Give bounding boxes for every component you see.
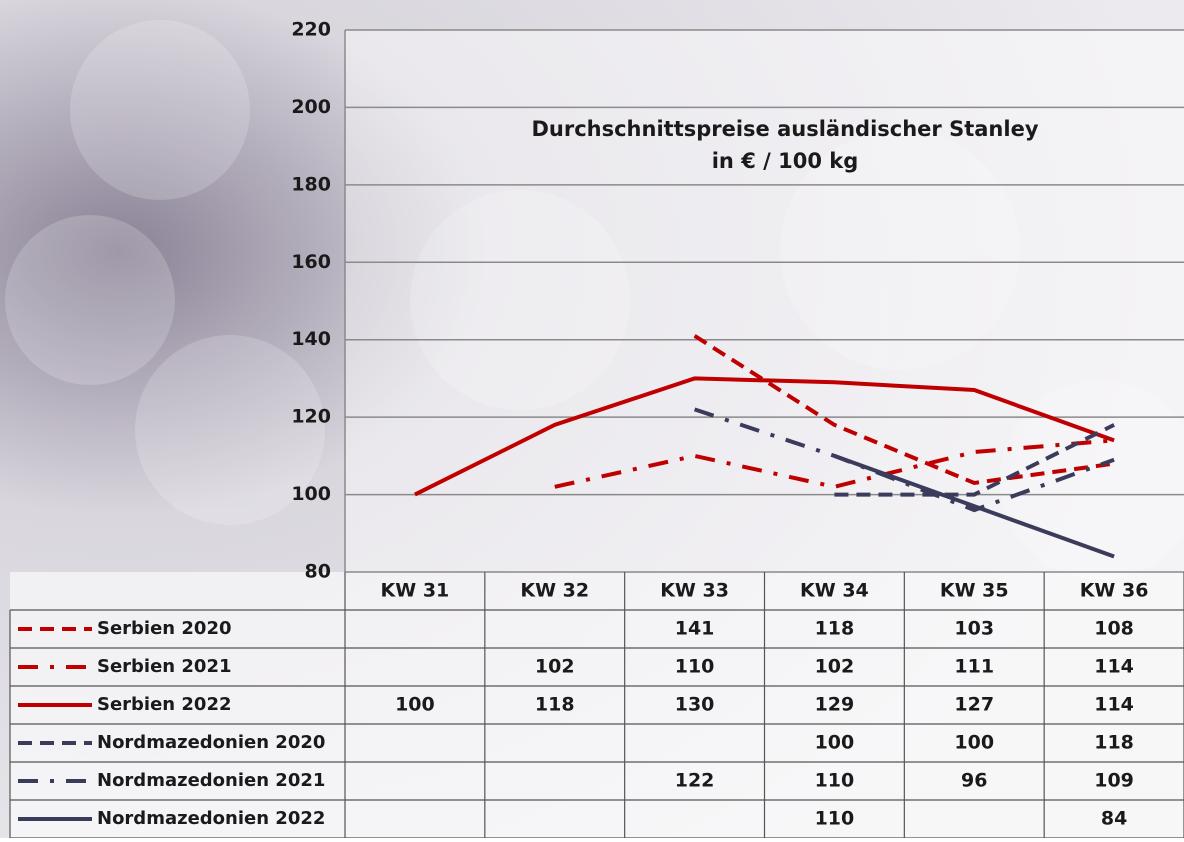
legend-label: Serbien 2020 [97,618,232,639]
y-tick-label: 160 [291,251,331,273]
table-value: 109 [1094,770,1134,792]
table-value: 103 [954,618,994,640]
series-line [414,376,1115,497]
table-value: 102 [535,656,575,678]
y-tick-label: 100 [291,483,331,505]
x-tick-label: KW 32 [520,580,589,602]
table-value: 84 [1101,808,1127,830]
table-value: 100 [954,732,994,754]
legend-label: Nordmazedonien 2022 [97,808,325,829]
table-value: 110 [815,770,855,792]
table-value: 111 [954,656,994,678]
x-tick-label: KW 35 [940,580,1009,602]
x-tick-label: KW 31 [381,580,450,602]
legend-label: Serbien 2021 [97,656,232,677]
series-line [834,423,1115,497]
x-tick-label: KW 34 [800,580,869,602]
x-tick-label: KW 36 [1080,580,1149,602]
series-line [693,334,1115,486]
table-value: 129 [815,694,855,716]
legend-label: Nordmazedonien 2020 [97,732,325,753]
y-tick-label: 180 [291,173,331,195]
y-tick-label: 140 [291,328,331,350]
table-value: 96 [961,770,987,792]
table-value: 102 [815,656,855,678]
y-tick-label: 220 [291,19,331,41]
table-value: 108 [1094,618,1134,640]
table-value: 141 [675,618,715,640]
x-tick-label: KW 33 [660,580,729,602]
table-value: 114 [1094,694,1134,716]
series-line [693,407,1115,513]
series-line [833,453,1115,559]
chart-title: Durchschnittspreise ausländischer Stanle… [531,117,1038,141]
table-value: 114 [1094,656,1134,678]
table-value: 110 [815,808,855,830]
table-value: 100 [395,694,435,716]
table-value: 122 [675,770,715,792]
table-value: 118 [1094,732,1134,754]
table-value: 127 [954,694,994,716]
table-value: 118 [815,618,855,640]
table-area [10,572,1184,838]
y-tick-label: 80 [305,561,331,583]
table-value: 130 [675,694,715,716]
chart-subtitle: in € / 100 kg [712,149,859,173]
plot-area [345,30,1184,572]
table-value: 100 [815,732,855,754]
y-tick-label: 120 [291,406,331,428]
table-value: 110 [675,656,715,678]
legend-label: Nordmazedonien 2021 [97,770,325,791]
legend-label: Serbien 2022 [97,694,232,715]
y-tick-label: 200 [291,96,331,118]
table-value: 118 [535,694,575,716]
